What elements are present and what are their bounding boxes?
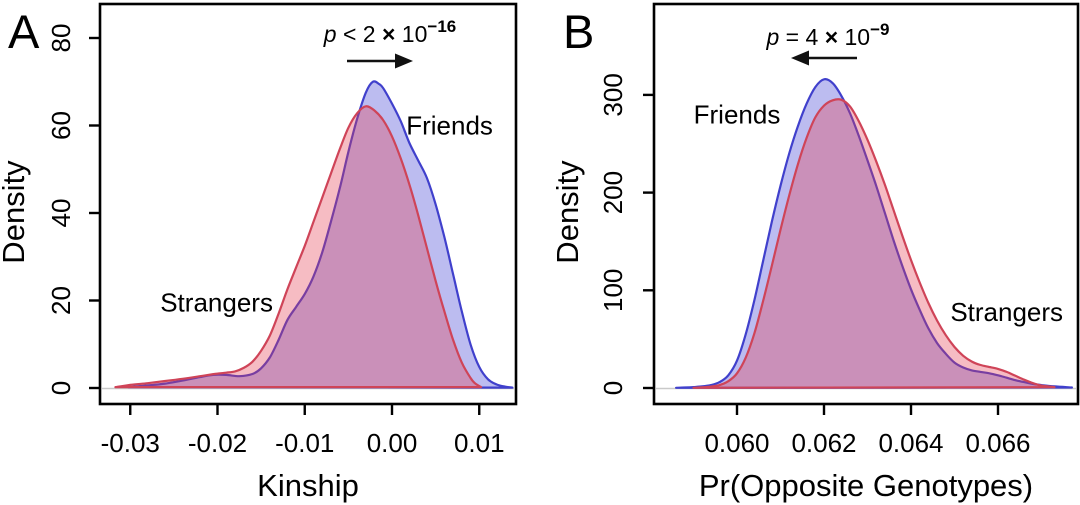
series-label-strangers: Strangers xyxy=(160,288,273,318)
shift-right-arrow-icon xyxy=(347,53,413,69)
annotation-exponent: −9 xyxy=(870,20,889,39)
y-tick-label: 100 xyxy=(598,269,628,312)
x-axis-title-b: Pr(Opposite Genotypes) xyxy=(699,468,1033,503)
x-tick-label: 0.064 xyxy=(878,428,943,458)
y-tick-label: 200 xyxy=(598,171,628,214)
x-tick-label: 0.066 xyxy=(965,428,1030,458)
plot-box-a xyxy=(98,2,518,406)
multiply-sign: × xyxy=(825,24,838,50)
annotation-exponent: −16 xyxy=(427,17,456,36)
x-axis-title-a: Kinship xyxy=(257,468,359,503)
panel-letter-b: B xyxy=(563,5,594,58)
series-label-strangers: Strangers xyxy=(950,297,1063,327)
p-value-annotation-b: p = 4 × 10−9 xyxy=(765,20,889,50)
panel-a-plot-area: -0.03 -0.02 -0.01 0.00 0.01 0 20 40 60 80 Friends S… xyxy=(46,24,514,458)
x-tick-label: -0.03 xyxy=(101,428,160,458)
density-curve-friends xyxy=(127,80,514,389)
y-tick-label: 60 xyxy=(46,111,76,140)
panel-b: 0.060 0.062 0.064 0.066 0 100 200 300 Friends Str… xyxy=(550,2,1080,503)
annotation-base: 10 xyxy=(838,24,870,50)
shift-left-arrow-icon xyxy=(791,50,857,66)
annotation-relation: < 2 xyxy=(337,21,382,47)
x-tick-label: 0.060 xyxy=(704,428,769,458)
y-axis-title-b: Density xyxy=(550,160,585,264)
annotation-p-symbol: p xyxy=(323,21,337,47)
x-tick-label: 0.062 xyxy=(791,428,856,458)
x-tick-label: 0.01 xyxy=(454,428,505,458)
annotation-p-symbol: p xyxy=(765,24,779,50)
series-label-friends: Friends xyxy=(406,111,493,141)
x-tick-label: -0.02 xyxy=(188,428,247,458)
x-tick-label: 0.00 xyxy=(367,428,418,458)
density-curve-strangers xyxy=(114,105,483,389)
y-tick-label: 0 xyxy=(46,381,76,395)
multiply-sign: × xyxy=(382,21,395,47)
series-label-friends: Friends xyxy=(694,99,781,129)
annotation-base: 10 xyxy=(395,21,427,47)
density-curve-strangers xyxy=(692,98,1056,389)
panel-letter-a: A xyxy=(8,5,40,58)
x-tick-label: -0.01 xyxy=(275,428,334,458)
panel-a: -0.03 -0.02 -0.01 0.00 0.01 0 20 40 60 80 Friends S… xyxy=(0,2,518,503)
y-tick-label: 20 xyxy=(46,286,76,315)
p-value-annotation-a: p < 2 × 10−16 xyxy=(323,17,456,47)
annotation-relation: = 4 xyxy=(779,24,824,50)
panel-b-plot-area: 0.060 0.062 0.064 0.066 0 100 200 300 Friends Str… xyxy=(598,73,1076,458)
y-axis-title-a: Density xyxy=(0,160,31,264)
y-tick-label: 80 xyxy=(46,24,76,53)
y-tick-label: 0 xyxy=(598,381,628,395)
y-tick-label: 300 xyxy=(598,73,628,116)
density-curve-friends xyxy=(675,78,1073,389)
plot-box-b xyxy=(652,2,1080,406)
y-tick-label: 40 xyxy=(46,199,76,228)
